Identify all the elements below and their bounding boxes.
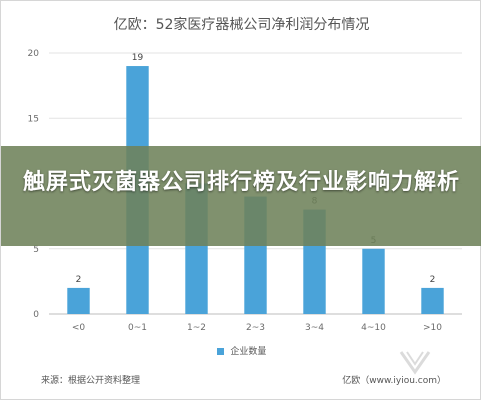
legend-swatch — [216, 348, 224, 355]
x-tick-labels: <0 0~1 1~2 2~3 3~4 4~10 >10 — [72, 323, 442, 333]
data-label: 2 — [76, 275, 82, 285]
legend: 企业数量 — [1, 344, 481, 357]
x-tick-label: >10 — [423, 323, 442, 333]
x-tick-label: 0~1 — [128, 323, 147, 333]
legend-label: 企业数量 — [230, 347, 267, 357]
y-tick-label: 5 — [33, 245, 39, 255]
banner-title: 触屏式灭菌器公司排行榜及行业影响力解析 — [22, 170, 460, 195]
x-tick-label: 3~4 — [305, 323, 324, 333]
brand-credit: 亿欧（www.iyiou.com） — [342, 376, 446, 386]
x-tick-label: 1~2 — [187, 323, 206, 333]
y-tick-label: 20 — [28, 49, 40, 59]
watermark-logo-icon — [399, 351, 431, 375]
x-tick-label: 4~10 — [361, 323, 386, 333]
source-note: 来源：根据公开资料整理 — [41, 376, 141, 386]
title-banner: 触屏式灭菌器公司排行榜及行业影响力解析 — [1, 146, 481, 246]
bar-6 — [421, 287, 444, 314]
y-tick-label: 0 — [33, 310, 39, 320]
x-tick-label: 2~3 — [246, 323, 265, 333]
bar-0 — [67, 287, 90, 314]
x-tick-label: <0 — [72, 323, 86, 333]
chart-title: 亿欧：52家医疗器械公司净利润分布情况 — [113, 17, 370, 33]
y-tick-label: 15 — [28, 114, 39, 124]
bar-5 — [362, 248, 385, 314]
data-label: 19 — [132, 53, 144, 63]
data-label: 2 — [430, 275, 436, 285]
